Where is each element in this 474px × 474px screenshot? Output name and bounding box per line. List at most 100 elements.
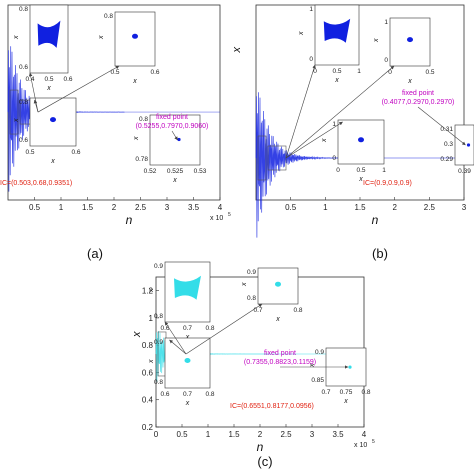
inset-x-tick-label: 1 [382,167,386,174]
x-tick-label: 2 [112,203,117,212]
inset-y-tick-label: 0 [309,56,313,63]
x-tick-label: 2.5 [280,430,292,439]
inset-x-tick-label: 0.7 [183,325,192,332]
inset-y-tick-label: 0.9 [315,349,324,356]
ic-label: IC=(0.503,0.68,0.9351) [0,180,72,187]
inset-attractor: 0.6 0.7 0.8 0.9 0.8 x x [148,261,215,341]
inset-y-tick-label: 0.3 [444,141,453,148]
x-tick-label: 0 [154,430,159,439]
inset-y-tick-label: 0.8 [154,379,163,386]
inset-y-tick-label: 1 [384,19,388,26]
inset-x-tick-label: 0 [336,167,340,174]
inset-y-label: x [298,31,305,36]
x-multiplier: x 10 [354,442,367,449]
fixed-point-dot [466,143,471,147]
ic-label: IC=(0.9,0.9,0.9) [363,180,412,187]
zoom-arrow [285,64,316,159]
fixed-point-arrow [417,106,466,146]
inset-transient: 0.6 0.7 0.8 0.9 0.8 x x [148,337,215,407]
fixed-point-arrow [171,130,178,141]
x-tick-label: 1.5 [82,203,94,212]
inset-x-label: x [407,78,412,85]
inset-x-tick-label: 0.5 [425,69,434,76]
fixed-point-value: (0.7355,0.8823,0.1159) [244,359,316,366]
x-tick-label: 1.5 [354,203,366,212]
inset-x-tick-label: 0.6 [160,391,169,398]
inset-x-tick-label: 0.52 [144,168,157,175]
x-tick-label: 3 [165,203,170,212]
x-tick-label: 2 [392,203,397,212]
y-tick-label: 0.8 [142,341,154,350]
attractor-dot [407,37,413,43]
inset-frame [114,11,156,67]
attractor-dot [50,117,56,123]
x-tick-label: 2 [258,430,263,439]
x-tick-label: 3.5 [332,430,344,439]
x-tick-label: 1 [206,430,211,439]
inset-y-tick-label: 0.8 [104,13,113,20]
inset-x-tick-label: 1 [357,68,361,75]
inset-x-label: x [172,177,177,184]
panel-caption: (a) [87,246,103,261]
inset-x-tick-label: 0 [313,68,317,75]
inset-y-tick-label: 1 [309,6,313,13]
panel-a: 0.5 1 1.5 2 2.5 3 3.5 4 n x 10 5 (a) 0.4 0.5 0.6 0.8 0.6… [0,4,231,261]
inset-y-tick-label: 0 [384,57,388,64]
x-tick-label: 2.5 [424,203,436,212]
inset-x-tick-label: 0.8 [361,389,370,396]
inset-small: 0.7 0.8 0.9 0.8 x x [241,267,303,323]
inset-x-tick-label: 0.6 [71,149,80,156]
inset-y-label: x [98,35,105,40]
inset-x-tick-label: 0.5 [25,149,34,156]
x-tick-label: 3 [462,203,467,212]
inset-y-tick-label: 0.6 [19,137,28,144]
inset-x-tick-label: 0.6 [150,69,159,76]
attractor-dot [184,358,191,363]
zoom-box [9,89,19,135]
inset-transient: 0 0.5 1 1 0 x x [321,119,386,183]
inset-y-tick-label: 0.9 [154,339,163,346]
inset-y-label: x [241,282,248,287]
attractor-dot [358,137,364,143]
inset-y-tick-label: 0.31 [440,126,453,133]
attractor-dot [132,33,138,39]
inset-x-tick-label: 0.5 [110,69,119,76]
panels-root: 0.5 1 1.5 2 2.5 3 3.5 4n x 10 5(a)0.4 0.5 0.60.80.6… [0,4,474,469]
attractor-blob [174,275,201,300]
inset-x-tick-label: 0.8 [205,325,214,332]
y-axis-label: x [131,331,143,338]
panel-caption: (b) [372,246,388,261]
inset-y-tick-label: 0.8 [19,6,28,13]
inset-x-tick-label: 0.4 [25,76,34,83]
zoom-arrow [185,303,263,355]
inset-x-tick-label: 0.75 [340,389,353,396]
fixed-point-value: (0.5255,0.7970,0.9060) [136,123,209,130]
inset-x-tick-label: 0.5 [44,76,53,83]
zoom-arrow [33,99,39,113]
zoom-arrow [164,321,187,355]
inset-y-label: x [373,38,380,43]
inset-x-label: x [46,85,51,92]
x-tick-label: 2.5 [135,203,147,212]
y-tick-label: 0.6 [142,368,154,377]
x-exponent: 5 [372,439,375,445]
inset-y-label: x [133,136,140,141]
x-axis-label: n [372,213,379,227]
inset-y-label: x [148,288,155,293]
inset-y-label: x [321,138,328,143]
inset-y-tick-label: 0.8 [154,313,163,320]
x-axis-label: n [126,213,133,227]
zoom-arrow [169,339,187,355]
panel-c: 0 0.5 1 1.5 2 2.5 3 3.5 41.210.80.60.40.2n x 10 5x… [131,261,375,469]
inset-fixed: 0.52 0.525 0.53 0.8 0.78 x x [133,114,207,184]
inset-x-tick-label: 0.6 [160,325,169,332]
attractor-blob [323,18,351,43]
inset-y-tick-label: 0.78 [135,156,148,163]
inset-x-tick-label: 0.7 [321,389,330,396]
inset-x-tick-label: 0.6 [63,76,72,83]
x-tick-label: 4 [218,203,223,212]
inset-y-tick-label: 0.9 [247,269,256,276]
x-tick-label: 0.5 [285,203,297,212]
inset-x-label: x [343,398,348,405]
